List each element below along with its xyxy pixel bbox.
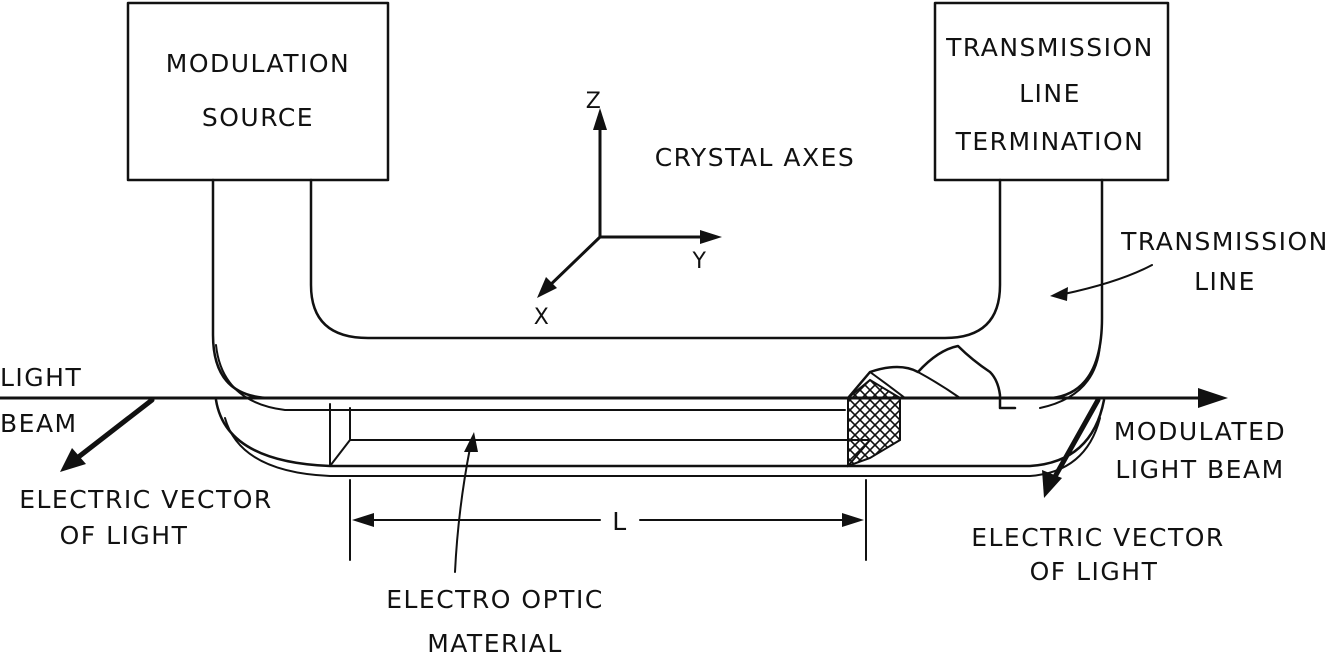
electric-vector-right-label-2: OF LIGHT xyxy=(1030,557,1159,586)
electric-vector-right-arrow xyxy=(1042,397,1101,498)
crystal-slab xyxy=(329,403,871,467)
crystal-axes xyxy=(537,108,722,298)
material-leader xyxy=(454,432,478,573)
electric-vector-right-label-1: ELECTRIC VECTOR xyxy=(971,523,1225,552)
termination-label-1: TRANSMISSION xyxy=(945,33,1154,62)
light-beam-label-2: BEAM xyxy=(0,409,78,438)
modulation-source-box xyxy=(126,1,390,182)
electric-vector-left-label-2: OF LIGHT xyxy=(60,521,189,550)
termination-label-2: LINE xyxy=(1019,79,1081,108)
cutaway xyxy=(846,344,1017,468)
modulation-source-label-1: MODULATION xyxy=(166,49,350,78)
material-label-2: MATERIAL xyxy=(427,629,563,657)
modulated-beam-label-1: MODULATED xyxy=(1114,417,1286,446)
crystal-axes-title: CRYSTAL AXES xyxy=(655,143,856,172)
axis-z-label: Z xyxy=(586,89,603,114)
modulated-beam-label-2: LIGHT BEAM xyxy=(1115,455,1284,484)
length-dimension xyxy=(349,479,867,561)
axis-y-label: Y xyxy=(692,249,708,274)
termination-label-3: TERMINATION xyxy=(955,127,1145,156)
transmission-line xyxy=(211,178,1104,411)
transmission-line-label-1: TRANSMISSION xyxy=(1120,227,1328,256)
electric-vector-left-arrow xyxy=(60,397,155,472)
transmission-line-leader xyxy=(1050,264,1153,301)
modulation-source-label-2: SOURCE xyxy=(202,103,314,132)
length-label: L xyxy=(612,507,627,536)
axis-x-label: X xyxy=(534,305,551,330)
transmission-line-label-2: LINE xyxy=(1194,267,1256,296)
light-beam xyxy=(0,388,1228,408)
electric-vector-left-label-1: ELECTRIC VECTOR xyxy=(19,485,273,514)
light-beam-label-1: LIGHT xyxy=(0,363,82,392)
material-label-1: ELECTRO OPTIC xyxy=(386,585,604,614)
termination-box xyxy=(933,1,1170,182)
